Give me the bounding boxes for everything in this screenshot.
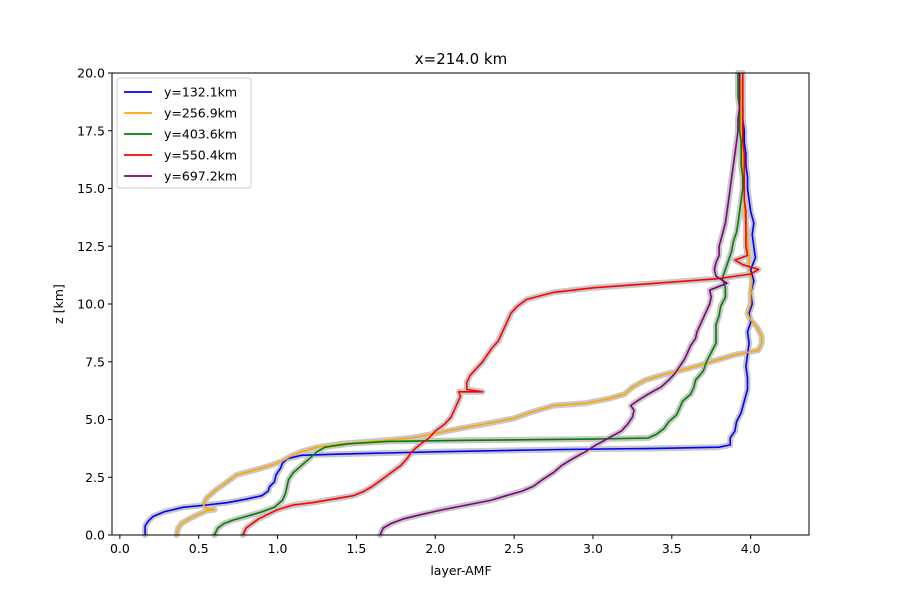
- series-line-2: [213, 73, 744, 536]
- legend-label-2: y=403.6km: [164, 127, 237, 142]
- x-tick-label: 0.5: [189, 541, 209, 556]
- x-tick-label: 1.5: [346, 541, 366, 556]
- y-tick-label: 17.5: [77, 123, 105, 138]
- legend-box: [116, 77, 252, 189]
- y-tick-label: 20.0: [77, 66, 105, 81]
- series-line-0: [144, 72, 757, 535]
- y-tick-label: 15.0: [77, 181, 105, 196]
- x-tick-label: 3.5: [662, 541, 682, 556]
- x-tick-label: 4.0: [741, 541, 761, 556]
- x-tick-label: 2.5: [504, 541, 524, 556]
- x-axis-ticks: 0.0 0.5 1.0 1.5 2.0 2.5 3.0 3.5 4.0: [110, 535, 761, 556]
- legend-label-0: y=132.1km: [164, 85, 237, 100]
- y-tick-label: 12.5: [77, 239, 105, 254]
- legend-label-3: y=550.4km: [164, 148, 237, 163]
- x-tick-label: 2.0: [425, 541, 445, 556]
- y-tick-label: 7.5: [85, 354, 105, 369]
- y-axis-ticks: 0.0 2.5 5.0 7.5 10.0 12.5 15.0 17.5 20.0: [77, 66, 112, 543]
- y-axis-label: z [km]: [51, 284, 66, 324]
- series-lines: [144, 72, 763, 536]
- y-tick-label: 10.0: [77, 297, 105, 312]
- x-tick-label: 0.0: [110, 541, 130, 556]
- chart-title: x=214.0 km: [415, 50, 507, 68]
- legend-label-1: y=256.9km: [164, 106, 237, 121]
- x-axis-label: layer-AMF: [430, 563, 491, 578]
- y-tick-label: 0.0: [85, 528, 105, 543]
- x-tick-label: 3.0: [583, 541, 603, 556]
- series-line-3: [242, 73, 760, 536]
- legend-label-4: y=697.2km: [164, 169, 237, 184]
- x-tick-label: 1.0: [268, 541, 288, 556]
- legend: y=132.1km y=256.9km y=403.6km y=550.4km y=69…: [116, 77, 252, 189]
- series-line-4: [379, 73, 741, 536]
- y-tick-label: 2.5: [85, 470, 105, 485]
- y-tick-label: 5.0: [85, 412, 105, 427]
